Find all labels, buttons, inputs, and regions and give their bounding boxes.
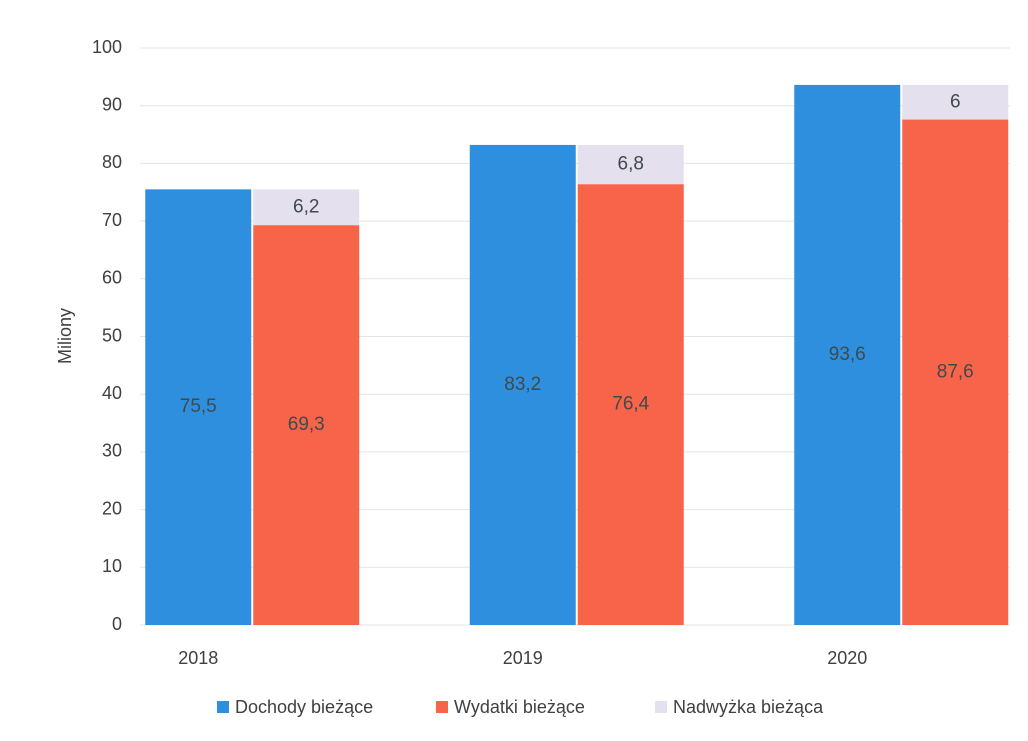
y-tick-label: 10	[102, 556, 122, 576]
legend-swatch	[655, 701, 667, 713]
bar	[902, 119, 1009, 625]
bar	[794, 84, 901, 626]
data-label: 83,2	[504, 374, 541, 395]
y-tick-label: 90	[102, 94, 122, 114]
data-label: 75,5	[180, 396, 217, 417]
data-label: 87,6	[937, 361, 974, 382]
y-tick-label: 0	[112, 614, 122, 634]
x-tick-label: 2019	[503, 648, 543, 668]
y-tick-label: 50	[102, 325, 122, 345]
bar	[469, 144, 576, 625]
y-tick-label: 70	[102, 210, 122, 230]
data-label: 69,3	[288, 414, 325, 435]
bar	[577, 184, 684, 625]
x-tick-label: 2018	[178, 648, 218, 668]
y-axis-label: Miliony	[55, 308, 75, 364]
data-label: 6,8	[618, 154, 644, 175]
y-tick-label: 100	[92, 37, 122, 57]
data-label: 76,4	[612, 394, 649, 415]
x-tick-label: 2020	[827, 648, 867, 668]
y-tick-label: 40	[102, 383, 122, 403]
y-tick-label: 60	[102, 268, 122, 288]
data-label: 93,6	[829, 344, 866, 365]
legend-label: Dochody bieżące	[235, 697, 373, 717]
bar	[145, 189, 252, 626]
legend-swatch	[436, 701, 448, 713]
y-tick-label: 80	[102, 152, 122, 172]
data-label: 6	[950, 91, 961, 112]
legend-label: Wydatki bieżące	[454, 697, 585, 717]
data-label: 6,2	[293, 196, 319, 217]
legend-swatch	[217, 701, 229, 713]
bar	[253, 189, 360, 226]
legend-label: Nadwyżka bieżąca	[673, 697, 824, 717]
y-tick-label: 30	[102, 441, 122, 461]
bar	[253, 225, 360, 625]
y-tick-label: 20	[102, 498, 122, 518]
bar	[902, 84, 1009, 120]
bar	[577, 144, 684, 185]
